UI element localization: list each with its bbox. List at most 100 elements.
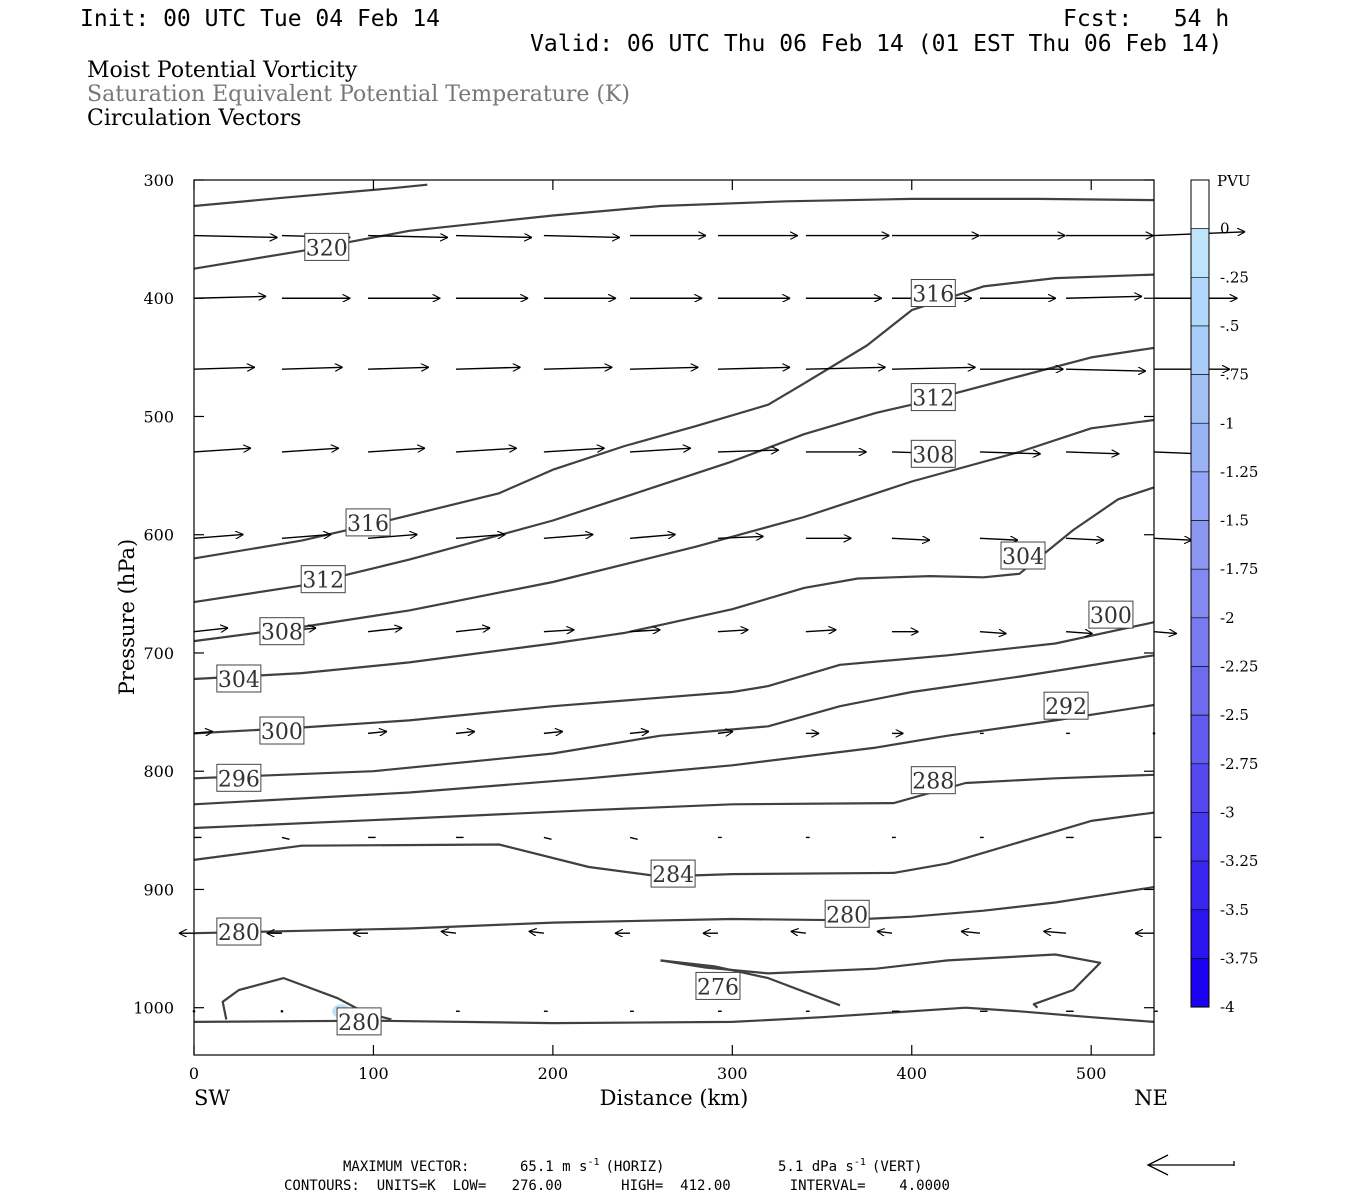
- vector-arrow: [629, 448, 691, 453]
- vector-arrow: [630, 367, 698, 369]
- contour-label-text: 300: [261, 720, 303, 745]
- contour-280: [193, 886, 1155, 935]
- contour-label-text: 316: [347, 512, 389, 537]
- contour-label: 308: [259, 617, 305, 646]
- colorbar-label: -3.5: [1220, 901, 1249, 919]
- y-tick-label: 1000: [133, 999, 174, 1018]
- vector-arrow: [281, 836, 290, 841]
- contour-label: 280: [824, 899, 870, 928]
- colorbar-label: -3.75: [1220, 949, 1258, 967]
- vector-arrow: [367, 628, 402, 632]
- vector-arrow: [877, 931, 893, 933]
- x-axis-left-end: SW: [194, 1086, 230, 1110]
- vector-arrow: [1066, 538, 1104, 540]
- contour-label-box: [910, 279, 956, 308]
- vector-arrow: [367, 731, 387, 733]
- axes: 300 400 500 600 700 800 900 1000 0 100 200 300 400 50…: [133, 171, 1154, 1083]
- theta-es-contours: [193, 183, 1155, 1025]
- forecast-hour: Fcst: 54 h: [1063, 6, 1229, 32]
- vector-arrow: [1066, 452, 1119, 454]
- contour-296: [193, 654, 1155, 780]
- contour-300: [193, 621, 1155, 735]
- contour-316: [193, 273, 1155, 560]
- vector-arrow: [543, 448, 605, 453]
- colorbar-label: -.75: [1220, 366, 1249, 384]
- colorbar-swatch: [1190, 276, 1210, 327]
- x-axis-right-end: NE: [1134, 1086, 1168, 1110]
- vector-arrow: [455, 534, 505, 538]
- contour-label: 280: [216, 917, 262, 946]
- y-tick-label: 500: [143, 407, 174, 426]
- x-tick-label: 0: [189, 1064, 199, 1083]
- y-tick-label: 700: [143, 644, 174, 663]
- contour-288: [193, 773, 1155, 830]
- reference-vector-arrow: [1146, 1154, 1235, 1176]
- vector-arrow: [193, 367, 255, 369]
- vector-arrow: [529, 931, 544, 933]
- valid-time: Valid: 06 UTC Thu 06 Feb 14 (01 EST Thu …: [530, 31, 1222, 57]
- colorbar-swatch: [1190, 422, 1210, 473]
- vector-arrow: [805, 630, 836, 632]
- contour-label: 304: [1000, 541, 1046, 570]
- colorbar-swatch: [1190, 958, 1210, 1008]
- vector-arrow: [717, 731, 733, 733]
- colorbar-swatch: [1190, 860, 1210, 911]
- vector-arrow: [193, 534, 243, 538]
- contour-label-box: [216, 664, 262, 693]
- contour-label-text: 276: [697, 975, 739, 1000]
- contour-label-text: 304: [1002, 545, 1044, 570]
- x-axis-label: Distance (km): [600, 1086, 749, 1110]
- contour-324: [193, 183, 428, 208]
- colorbar-label: -1.25: [1220, 463, 1258, 481]
- vector-arrow: [1066, 632, 1093, 634]
- contour-labels: 3203163123083043002962802803163123083043…: [216, 232, 1134, 1036]
- max-vert-vector: 5.1 dPa s-1 (VERT): [778, 1157, 922, 1175]
- colorbar-label: -2: [1220, 609, 1235, 627]
- vector-arrow: [368, 236, 448, 238]
- contour-label-text: 312: [912, 387, 954, 412]
- colorbar-swatch: [1190, 763, 1210, 813]
- vector-arrow: [368, 448, 425, 452]
- vector-arrow: [455, 367, 521, 369]
- contour-label: 308: [910, 439, 956, 468]
- vector-arrow: [193, 731, 213, 733]
- vector-arrow: [193, 448, 251, 452]
- colorbar-swatch: [1190, 374, 1210, 424]
- field-title-mpv: Moist Potential Vorticity: [87, 58, 358, 83]
- y-axis-label: Pressure (hPa): [115, 539, 139, 695]
- contour-label: 276: [695, 971, 741, 1000]
- contour-label: 288: [910, 766, 956, 795]
- y-tick-label: 900: [143, 880, 174, 899]
- contour-info: CONTOURS: UNITS=K LOW= 276.00 HIGH= 412.…: [284, 1178, 950, 1194]
- vector-arrow: [891, 538, 930, 540]
- colorbar-swatch: [1190, 666, 1210, 716]
- max-vector-label: MAXIMUM VECTOR:: [343, 1159, 469, 1175]
- y-tick-label: 600: [143, 526, 174, 545]
- contour-1000: [193, 1006, 1155, 1025]
- colorbar-label: -.25: [1220, 268, 1249, 286]
- contour-label-box: [259, 716, 305, 745]
- vector-arrow: [629, 836, 638, 841]
- colorbar-frame: [1190, 179, 1210, 1008]
- vector-arrow: [543, 630, 574, 632]
- contour-label-text: 280: [218, 921, 260, 946]
- contour-label-text: 316: [912, 283, 954, 308]
- contour-label-box: [216, 763, 262, 792]
- contour-label-box: [336, 1007, 382, 1036]
- vector-arrow: [717, 536, 764, 538]
- colorbar-swatch: [1190, 179, 1210, 229]
- contour-label-text: 304: [218, 668, 260, 693]
- colorbar-unit: PVU: [1217, 172, 1251, 190]
- contour-label-text: 320: [306, 236, 348, 261]
- init-time: Init: 00 UTC Tue 04 Feb 14: [80, 6, 440, 32]
- contour-312: [193, 346, 1155, 604]
- vector-arrow: [629, 630, 660, 632]
- colorbar-label: -3: [1220, 803, 1235, 821]
- contour-308: [193, 418, 1155, 643]
- x-tick-label: 300: [717, 1064, 748, 1083]
- colorbar-label: -.5: [1220, 317, 1239, 335]
- vector-arrow: [281, 448, 339, 452]
- colorbar-swatch: [1190, 568, 1210, 619]
- contour-label-box: [650, 859, 696, 888]
